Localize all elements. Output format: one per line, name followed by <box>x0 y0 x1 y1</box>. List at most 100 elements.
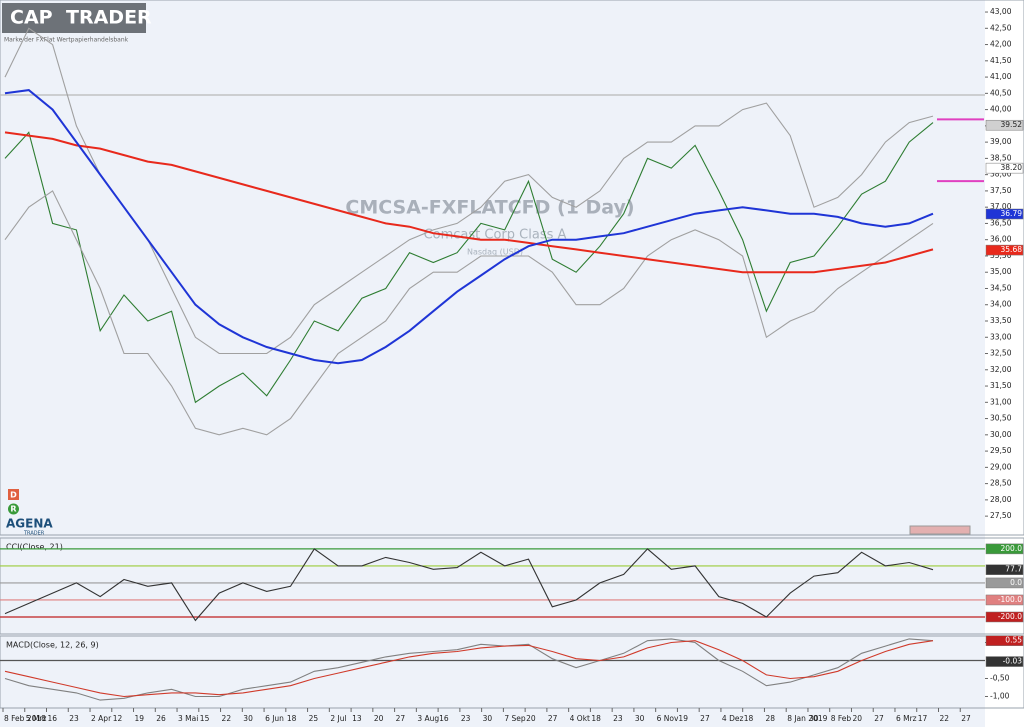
x-tick-label: 5 Mrz <box>26 714 47 723</box>
y-tick-label: 36,50 <box>990 218 1012 227</box>
panel-frame <box>0 635 1024 709</box>
y-tick-label: 37,50 <box>990 186 1012 195</box>
y-tick-label: 41,50 <box>990 56 1012 65</box>
x-tick-label: 6 Jun <box>265 714 284 723</box>
x-tick-label: 25 <box>309 714 319 723</box>
y-tick-label: 34,50 <box>990 283 1012 292</box>
x-tick-label: 23 <box>461 714 471 723</box>
x-tick-label: 27 <box>396 714 406 723</box>
logo-box <box>2 3 146 33</box>
y-tick-label: 38,50 <box>990 153 1012 162</box>
x-tick-label: 17 <box>918 714 928 723</box>
y-tick-label: 40,50 <box>990 88 1012 97</box>
axis-marker-label: -100.0 <box>998 595 1022 604</box>
y-tick-label: 31,00 <box>990 397 1012 406</box>
x-tick-label: 26 <box>156 714 166 723</box>
x-tick-label: 27 <box>874 714 884 723</box>
x-tick-label: 30 <box>809 714 819 723</box>
y-tick-label: 30,50 <box>990 414 1012 423</box>
x-tick-label: 16 <box>48 714 58 723</box>
y-tick-label: 29,50 <box>990 446 1012 455</box>
x-tick-label: 27 <box>961 714 971 723</box>
axis-marker-label: 39.52 <box>1001 120 1023 129</box>
y-tick-label: 41,00 <box>990 72 1012 81</box>
agena-sub: TRADER <box>23 531 45 537</box>
scrollbar[interactable] <box>909 525 971 535</box>
y-tick-label: 30,00 <box>990 430 1012 439</box>
x-tick-label: 19 <box>135 714 145 723</box>
x-tick-label: 8 Feb 2018 <box>4 714 46 723</box>
x-tick-label: 12 <box>113 714 123 723</box>
axis-marker <box>985 594 1024 606</box>
series-line <box>4 131 934 274</box>
axis-marker <box>985 656 1024 667</box>
series-line <box>4 548 934 622</box>
icon-r[interactable]: R <box>10 505 16 514</box>
y-tick-label: 33,50 <box>990 316 1012 325</box>
y-tick-label: 40,00 <box>990 105 1012 114</box>
y-tick-label: 39,00 <box>990 137 1012 146</box>
x-tick-label: 4 Dez <box>722 714 744 723</box>
icon-d-box[interactable] <box>8 489 19 500</box>
x-tick-label: 13 <box>352 714 362 723</box>
logo-right: TRADER <box>66 7 152 29</box>
x-tick-label: 30 <box>635 714 645 723</box>
x-tick-label: 16 <box>439 714 449 723</box>
x-tick-label: 30 <box>483 714 493 723</box>
y-tick-label: 38,00 <box>990 170 1012 179</box>
x-tick-label: 6 Nov <box>657 714 679 723</box>
x-tick-label: 18 <box>744 714 754 723</box>
watermark-note: Nasdaq (USD) <box>467 248 523 257</box>
y-tick-label: 32,00 <box>990 365 1012 374</box>
axis-marker-label: 36.79 <box>1001 209 1023 218</box>
x-tick-label: 18 <box>591 714 601 723</box>
tagline: Marke der FXFlat Wertpapierhandelsbank <box>4 37 129 44</box>
series-line <box>4 89 934 365</box>
x-tick-label: 27 <box>548 714 558 723</box>
x-tick-label: 20 <box>374 714 384 723</box>
y-tick-label: 43,00 <box>990 7 1012 16</box>
watermark-title: CMCSA-FXFLATCFD (1 Day) <box>345 197 634 219</box>
x-tick-label: 15 <box>200 714 210 723</box>
x-tick-label: 30 <box>243 714 253 723</box>
x-tick-label: 23 <box>613 714 623 723</box>
x-tick-label: 8 Feb <box>831 714 852 723</box>
x-tick-label: 3 Aug <box>417 714 439 723</box>
icon-r-circle[interactable] <box>8 503 19 515</box>
axis-marker <box>985 208 1024 220</box>
axis-marker-label: -200.0 <box>998 612 1022 621</box>
axis-marker-label: 77.7 <box>1005 565 1022 574</box>
axis-marker <box>985 564 1024 575</box>
y-tick-label: 31,50 <box>990 381 1012 390</box>
x-tick-label: 3 Mai <box>178 714 198 723</box>
plot-background <box>0 0 985 727</box>
axis-marker <box>985 543 1024 555</box>
y-tick-label: 42,50 <box>990 23 1012 32</box>
panel-title: MACD(Close, 12, 26, 9) <box>6 641 99 650</box>
x-tick-label: 2 Jul <box>330 714 346 723</box>
axis-marker <box>985 611 1024 623</box>
y-tick-label: 32,50 <box>990 349 1012 358</box>
icon-d[interactable]: D <box>10 491 17 500</box>
x-tick-label: 28 <box>765 714 775 723</box>
axis-marker <box>985 635 1024 646</box>
axis-marker-label: 0.0 <box>1010 578 1022 587</box>
x-tick-label: 20 <box>852 714 862 723</box>
y-tick-label: 35,50 <box>990 251 1012 260</box>
series-line <box>4 640 934 698</box>
axis-marker <box>985 244 1024 256</box>
axis-marker-label: -0.03 <box>1003 657 1023 666</box>
axis-marker <box>985 577 1024 589</box>
series-line <box>4 638 934 701</box>
y-tick-label: 29,00 <box>990 462 1012 471</box>
panel-frame <box>0 0 1024 536</box>
x-tick-label: 20 <box>526 714 536 723</box>
panel-frame <box>0 537 1024 635</box>
x-tick-label: 6 Mrz <box>896 714 917 723</box>
x-tick-label: 8 Jan 2019 <box>787 714 827 723</box>
y-tick-label: -0,50 <box>990 673 1010 682</box>
axis-marker <box>985 162 1024 174</box>
x-tick-label: 4 Okt <box>570 714 590 723</box>
y-tick-label: 37,00 <box>990 202 1012 211</box>
